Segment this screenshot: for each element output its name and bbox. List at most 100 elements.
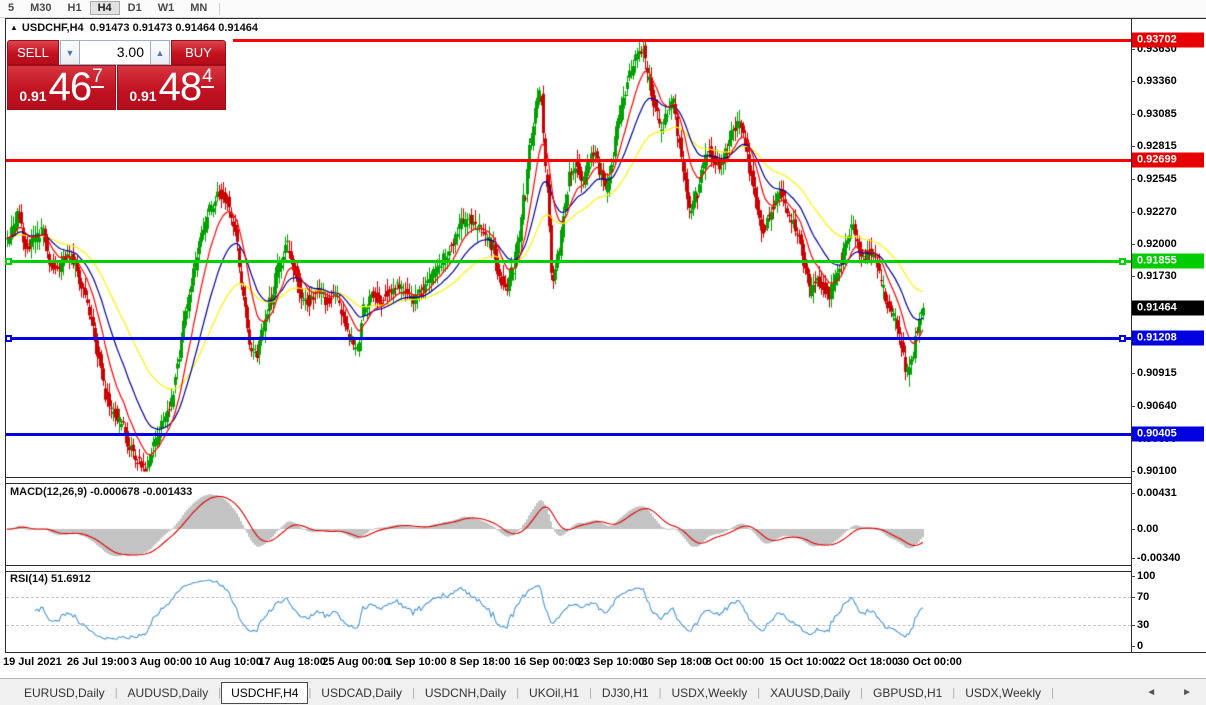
price-tick-label: 0.92000: [1137, 237, 1177, 250]
price-tick-mark: [1131, 178, 1135, 180]
price-tick-label: 0.92270: [1137, 205, 1177, 218]
price-tick-label: 0.92815: [1137, 140, 1177, 153]
chart-tab-dj30-h1[interactable]: DJ30,H1: [601, 685, 649, 700]
chart-tab-xauusd-daily[interactable]: XAUUSD,Daily: [770, 685, 851, 700]
chart-symbol: USDCHF,H4: [21, 22, 84, 34]
tab-separator: |: [860, 686, 863, 699]
rsi-tick-mark: [1131, 646, 1135, 647]
tab-separator: |: [1051, 686, 1054, 699]
tab-separator: |: [952, 686, 956, 699]
buy-price-button[interactable]: 0.91 48 4: [117, 65, 226, 110]
price-tick-label: 0.90915: [1137, 367, 1177, 380]
time-axis-label: 23 Sep 10:00: [577, 656, 645, 668]
level-badge-0.91855: 0.91855: [1132, 253, 1204, 269]
level-handle-left[interactable]: [5, 334, 12, 342]
time-axis-label: 8 Oct 00:00: [705, 656, 765, 668]
sell-price-big: 46: [48, 65, 92, 109]
time-axis-label: 26 Jul 19:00: [66, 656, 130, 668]
rsi-tick-mark: [1131, 625, 1135, 626]
time-axis-label: 3 Aug 00:00: [130, 656, 193, 668]
current-price-badge: 0.91464: [1132, 300, 1204, 316]
level-line-0.91208[interactable]: [6, 336, 1131, 340]
chart-tab-usdcad-daily[interactable]: USDCAD,Daily: [321, 685, 402, 700]
tab-separator: |: [308, 686, 312, 699]
rsi-tick-mark: [1131, 597, 1135, 598]
level-handle-left[interactable]: [5, 257, 12, 265]
buy-price-big: 48: [158, 65, 202, 109]
level-line-0.92699[interactable]: [6, 158, 1131, 162]
rsi-tick-label: 0: [1137, 640, 1144, 652]
sell-price-button[interactable]: 0.91 46 7: [7, 65, 116, 110]
volume-decrease-button[interactable]: ▼: [60, 40, 80, 65]
time-axis-label: 8 Sep 18:00: [450, 656, 511, 668]
time-axis-label: 30 Oct 00:00: [897, 656, 962, 668]
time-axis-label: 30 Sep 18:00: [641, 656, 709, 668]
price-tick-mark: [1131, 114, 1135, 116]
level-badge-0.91208: 0.91208: [1132, 330, 1204, 346]
chart-tab-usdcnh-daily[interactable]: USDCNH,Daily: [424, 685, 507, 700]
tab-scroll-arrows: ◄ ►: [1146, 687, 1192, 698]
macd-tick-label: 0.00: [1137, 523, 1159, 535]
tab-separator: |: [589, 686, 592, 699]
macd-tick-label: 0.00431: [1137, 486, 1177, 499]
chart-tab-ukoil-h1[interactable]: UKOil,H1: [529, 685, 580, 700]
level-badge-0.93702: 0.93702: [1132, 32, 1204, 48]
tab-separator: |: [114, 686, 118, 699]
chart-quotes: 0.91473 0.91473 0.91464 0.91464: [89, 22, 258, 34]
sell-price-prefix: 0.91: [19, 88, 47, 104]
macd-tick-label: -0.00340: [1137, 551, 1181, 564]
level-handle-right[interactable]: [1119, 257, 1126, 265]
chart-tab-usdx-weekly[interactable]: USDX,Weekly: [965, 685, 1042, 700]
level-line-0.93702[interactable]: [6, 38, 1131, 42]
volume-input[interactable]: 3.00: [79, 40, 151, 65]
level-handle-right[interactable]: [1119, 334, 1126, 342]
chart-tab-usdx-weekly[interactable]: USDX,Weekly: [671, 685, 748, 700]
chart-tab-usdchf-h4[interactable]: USDCHF,H4: [221, 681, 309, 704]
level-line-0.90405[interactable]: [6, 432, 1131, 436]
price-tick-mark: [1131, 81, 1135, 83]
time-axis-label: 19 Jul 2021: [3, 656, 62, 668]
price-tick-label: 0.90100: [1137, 464, 1177, 477]
rsi-tick-label: 100: [1137, 570, 1156, 582]
symbol-marker-icon: ▲: [10, 23, 18, 32]
price-tick-mark: [1131, 49, 1135, 50]
time-axis-label: 10 Aug 10:00: [194, 656, 263, 668]
price-tick-mark: [1131, 470, 1135, 472]
rsi-tick-label: 30: [1137, 619, 1150, 631]
sell-button[interactable]: SELL: [7, 40, 59, 65]
macd-label: MACD(12,26,9) -0.000678 -0.001433: [10, 486, 193, 498]
level-badge-0.90405: 0.90405: [1132, 426, 1204, 442]
tab-separator: |: [516, 686, 520, 699]
chart-tab-gbpusd-h1[interactable]: GBPUSD,H1: [873, 685, 943, 700]
volume-increase-button[interactable]: ▲: [150, 40, 170, 65]
chart-tab-eurusd-daily[interactable]: EURUSD,Daily: [24, 685, 105, 700]
rsi-tick-label: 70: [1137, 591, 1150, 603]
macd-tick-mark: [1131, 529, 1135, 530]
price-tick-label: 0.91730: [1137, 270, 1177, 283]
tab-separator: |: [757, 686, 761, 699]
price-tick-label: 0.90640: [1137, 400, 1177, 413]
macd-tick-mark: [1131, 492, 1135, 494]
tab-scroll-right-icon[interactable]: ►: [1182, 687, 1192, 698]
price-tick-mark: [1131, 276, 1135, 278]
price-tick-mark: [1131, 211, 1135, 213]
price-tick-label: 0.93085: [1137, 108, 1177, 121]
buy-price-prefix: 0.91: [129, 88, 157, 104]
rsi-tick-mark: [1131, 576, 1135, 577]
price-tick-mark: [1131, 146, 1135, 148]
price-tick-mark: [1131, 243, 1135, 245]
chart-tab-strip: EURUSD,Daily | AUDUSD,Daily | USDCHF,H4 | USDC…: [0, 678, 1206, 705]
time-axis-label: 15 Oct 10:00: [769, 656, 835, 668]
price-tick-mark: [1131, 406, 1135, 408]
tab-separator: |: [411, 686, 415, 699]
chart-tab-audusd-daily[interactable]: AUDUSD,Daily: [127, 685, 209, 700]
tab-scroll-left-icon[interactable]: ◄: [1146, 687, 1157, 698]
buy-button[interactable]: BUY: [171, 40, 226, 65]
macd-tick-mark: [1131, 557, 1135, 559]
level-line-0.91855[interactable]: [6, 259, 1131, 263]
tab-separator: |: [658, 686, 662, 699]
price-tick-label: 0.92545: [1137, 172, 1177, 185]
chart-ohlc-header: ▲ USDCHF,H4 0.91473 0.91473 0.91464 0.914…: [10, 22, 262, 34]
level-badge-0.92699: 0.92699: [1132, 152, 1204, 168]
